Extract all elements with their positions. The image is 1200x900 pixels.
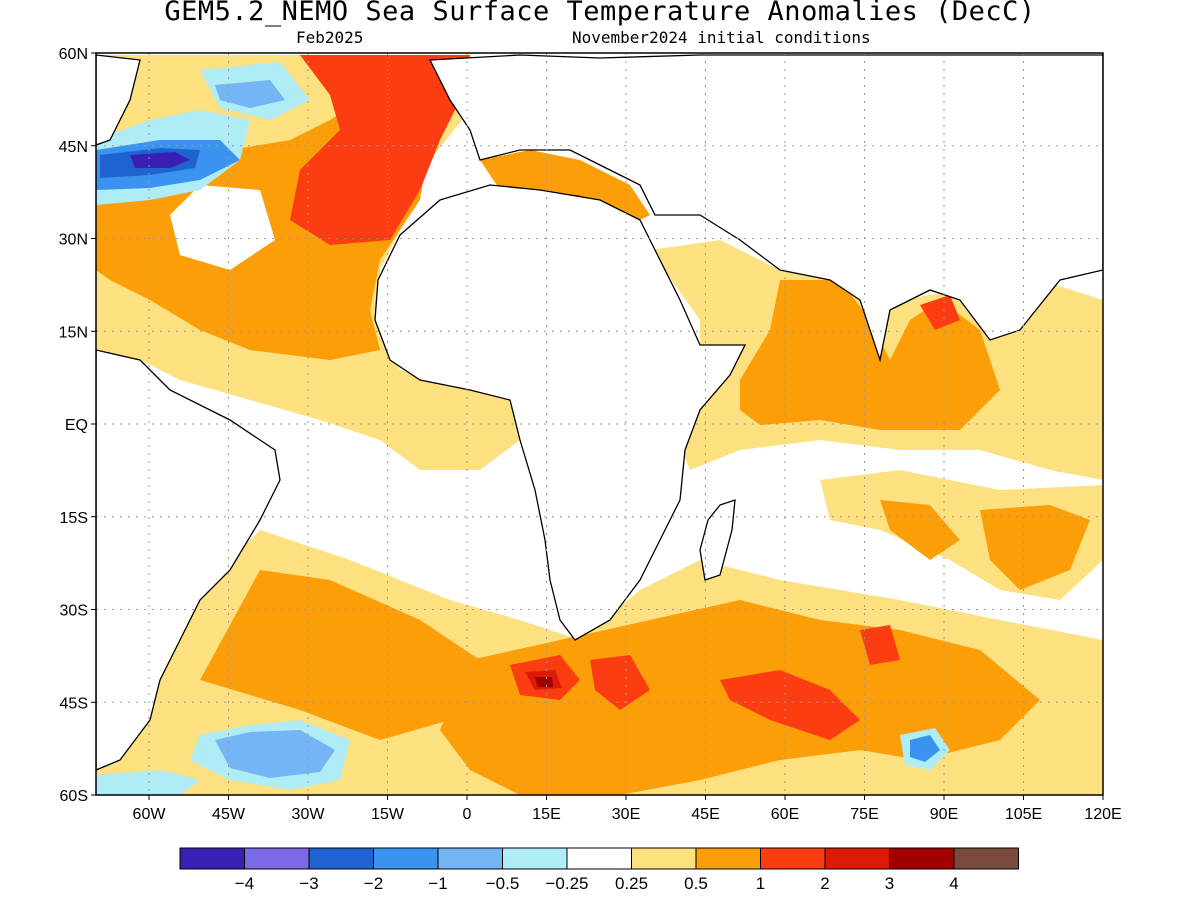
- anomaly-region: [200, 570, 480, 740]
- anomaly-region: [215, 730, 335, 778]
- anomaly-region: [910, 735, 940, 762]
- anomaly-region: [96, 770, 200, 795]
- africa-outline: [374, 184, 747, 641]
- madagascar-outline: [699, 499, 736, 581]
- lat-tick-label: 15S: [60, 510, 88, 527]
- lon-tick-label: 75E: [850, 806, 878, 823]
- init-conditions: November2024 initial conditions: [572, 28, 871, 47]
- colorbar-swatch: [244, 847, 310, 870]
- lat-tick-label: 30N: [59, 232, 88, 249]
- lon-tick-label: 45W: [212, 806, 246, 823]
- colorbar-swatch: [889, 847, 955, 870]
- anomaly-region: [860, 625, 900, 665]
- lat-tick-label: EQ: [65, 417, 88, 434]
- lat-axis: 60N 45N 30N 15N EQ 15S 30S 45S 60S: [59, 46, 96, 805]
- colorbar-label: −4: [235, 874, 254, 893]
- colorbar-label: 0.5: [684, 874, 708, 893]
- anomaly-region: [920, 295, 960, 330]
- colorbar-label: 0.25: [615, 874, 648, 893]
- coastlines: [96, 54, 1103, 771]
- colorbar-swatch: [179, 847, 245, 870]
- colorbar-label: −0.25: [545, 874, 588, 893]
- colorbar-swatch: [437, 847, 503, 870]
- lat-tick-label: 15N: [59, 324, 88, 341]
- lon-tick-label: 30W: [292, 806, 326, 823]
- anomaly-region: [880, 500, 960, 560]
- colorbar-swatch: [566, 847, 632, 870]
- lon-tick-label: 45E: [691, 806, 719, 823]
- anomaly-region: [170, 185, 275, 270]
- lon-tick-label: 120E: [1084, 806, 1121, 823]
- anomaly-region: [130, 152, 190, 168]
- anomaly-region: [290, 55, 470, 245]
- colorbar-swatch: [760, 847, 826, 870]
- lon-tick-label: 30E: [612, 806, 640, 823]
- lat-tick-label: 60N: [59, 46, 88, 63]
- lon-tick-label: 60E: [771, 806, 799, 823]
- colorbar-label: 2: [820, 874, 829, 893]
- lat-tick-label: 60S: [60, 788, 88, 805]
- valid-month: Feb2025: [296, 28, 364, 47]
- anomaly-region: [720, 670, 860, 740]
- lon-axis: 60W 45W 30W 15W 0 15E 30E 45E 60E 75E 90E 105E 120E: [133, 795, 1122, 823]
- lon-tick-label: 90E: [930, 806, 958, 823]
- colorbar-label: −1: [428, 874, 447, 893]
- lon-tick-label: 15W: [371, 806, 405, 823]
- lat-tick-label: 45N: [59, 139, 88, 156]
- colorbar-swatch: [631, 847, 697, 870]
- colorbar-swatch: [953, 847, 1019, 870]
- lat-tick-label: 45S: [60, 695, 88, 712]
- anomaly-region: [215, 80, 285, 108]
- colorbar-label: 4: [949, 874, 958, 893]
- colorbar-label: 3: [885, 874, 894, 893]
- colorbar-label: −2: [364, 874, 383, 893]
- colorbar-swatch: [373, 847, 439, 870]
- lon-tick-label: 105E: [1005, 806, 1042, 823]
- colorbar-swatch: [695, 847, 761, 870]
- anomaly-region: [590, 655, 650, 710]
- anomaly-field: [96, 55, 1103, 795]
- anomaly-region: [535, 677, 553, 687]
- colorbar: −4 −3 −2 −1 −0.5 −0.25 0.25 0.5 1 2 3 4: [179, 847, 1019, 893]
- map-title: GEM5.2_NEMO Sea Surface Temperature Anom…: [164, 0, 1036, 27]
- lon-tick-label: 15E: [532, 806, 560, 823]
- colorbar-label: −3: [299, 874, 318, 893]
- lon-tick-label: 60W: [133, 806, 167, 823]
- europe-outline: [428, 54, 1103, 363]
- colorbar-label: 1: [756, 874, 765, 893]
- americas-outline: [96, 54, 281, 771]
- colorbar-label: −0.5: [486, 874, 520, 893]
- lon-tick-label: 0: [463, 806, 472, 823]
- colorbar-swatch: [824, 847, 890, 870]
- lat-tick-label: 30S: [60, 603, 88, 620]
- colorbar-swatch: [308, 847, 374, 870]
- anomaly-region: [980, 505, 1090, 590]
- colorbar-swatch: [502, 847, 568, 870]
